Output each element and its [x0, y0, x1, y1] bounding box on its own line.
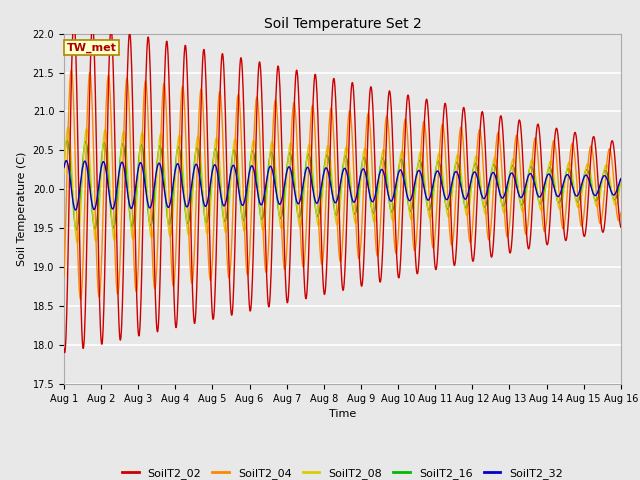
Title: Soil Temperature Set 2: Soil Temperature Set 2	[264, 17, 421, 31]
X-axis label: Time: Time	[329, 409, 356, 419]
SoilT2_04	[77, 297, 84, 303]
SoilT2_08	[172, 178, 179, 183]
SoilT2_32	[185, 201, 193, 206]
SoilT2_32	[247, 164, 255, 170]
SoilT2_08	[552, 184, 559, 190]
SoilT2_02	[429, 242, 437, 248]
Legend: SoilT2_02, SoilT2_04, SoilT2_08, SoilT2_16, SoilT2_32: SoilT2_02, SoilT2_04, SoilT2_08, SoilT2_…	[118, 464, 567, 480]
SoilT2_32	[172, 168, 179, 174]
SoilT2_08	[429, 194, 437, 200]
SoilT2_04	[172, 267, 179, 273]
SoilT2_02	[70, 17, 78, 23]
SoilT2_16	[617, 176, 625, 181]
SoilT2_02	[61, 350, 68, 356]
SoilT2_04	[60, 274, 68, 280]
SoilT2_08	[502, 204, 510, 209]
SoilT2_02	[60, 346, 68, 351]
Line: SoilT2_16: SoilT2_16	[64, 141, 621, 230]
SoilT2_04	[429, 245, 437, 251]
Y-axis label: Soil Temperature (C): Soil Temperature (C)	[17, 152, 27, 266]
SoilT2_32	[552, 189, 559, 195]
Line: SoilT2_08: SoilT2_08	[64, 127, 621, 243]
Line: SoilT2_32: SoilT2_32	[64, 161, 621, 210]
SoilT2_32	[72, 207, 79, 213]
SoilT2_16	[172, 168, 179, 173]
Line: SoilT2_02: SoilT2_02	[64, 20, 621, 353]
SoilT2_08	[185, 232, 193, 238]
SoilT2_16	[502, 193, 510, 199]
SoilT2_04	[502, 230, 510, 236]
SoilT2_08	[617, 179, 625, 184]
SoilT2_32	[60, 165, 68, 170]
Line: SoilT2_04: SoilT2_04	[64, 70, 621, 300]
SoilT2_04	[247, 223, 255, 228]
SoilT2_16	[60, 161, 68, 167]
SoilT2_04	[67, 67, 75, 72]
SoilT2_08	[74, 240, 81, 246]
SoilT2_02	[502, 201, 510, 206]
Text: TW_met: TW_met	[67, 42, 116, 53]
SoilT2_16	[185, 219, 193, 225]
SoilT2_02	[552, 129, 559, 135]
SoilT2_16	[247, 155, 255, 160]
SoilT2_02	[185, 120, 193, 126]
SoilT2_08	[60, 171, 68, 177]
SoilT2_04	[617, 210, 625, 216]
SoilT2_16	[429, 184, 437, 190]
SoilT2_16	[63, 138, 71, 144]
SoilT2_02	[172, 317, 179, 323]
SoilT2_02	[247, 305, 255, 311]
SoilT2_04	[185, 224, 193, 230]
SoilT2_02	[617, 224, 625, 230]
SoilT2_32	[502, 186, 510, 192]
SoilT2_32	[63, 158, 70, 164]
SoilT2_08	[247, 156, 255, 161]
SoilT2_32	[617, 176, 625, 181]
SoilT2_16	[72, 227, 80, 233]
SoilT2_08	[64, 124, 72, 130]
SoilT2_16	[552, 189, 559, 194]
SoilT2_32	[429, 179, 437, 185]
SoilT2_04	[552, 144, 559, 150]
